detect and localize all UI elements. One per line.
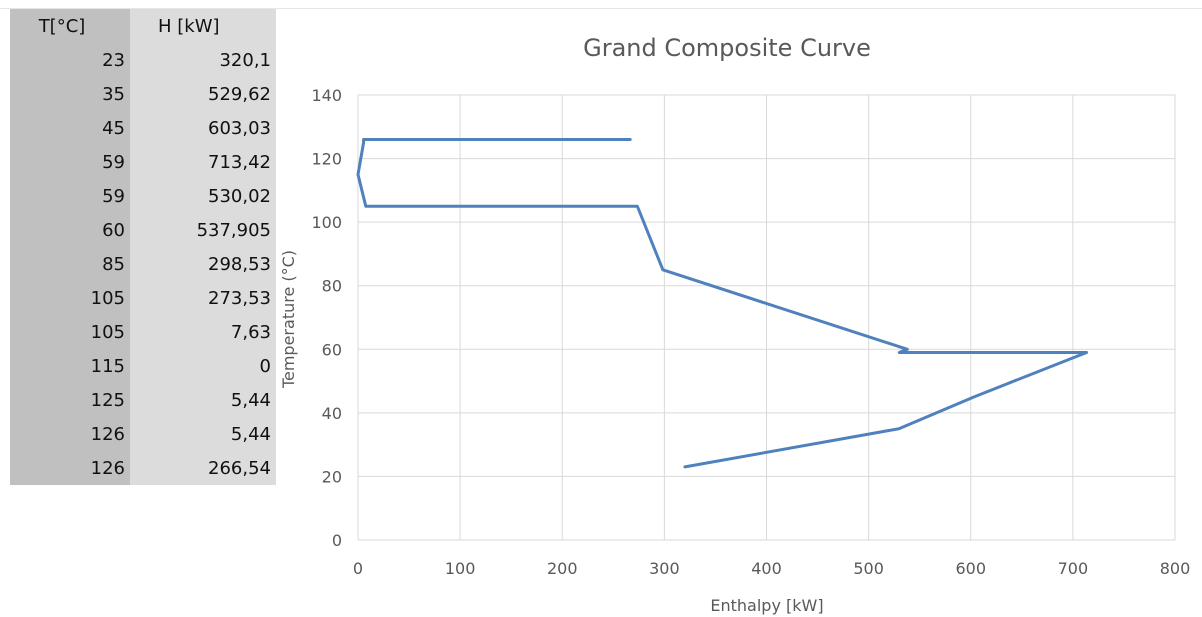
- series-line: [356, 138, 1089, 469]
- cell-temperature: 35: [10, 77, 130, 111]
- x-tick-label: 600: [955, 559, 986, 578]
- top-divider: [0, 8, 1202, 9]
- cell-temperature: 59: [10, 179, 130, 213]
- y-tick-label: 100: [311, 213, 342, 232]
- x-tick-label: 100: [445, 559, 476, 578]
- data-table: T[°C] H [kW] 23 320,1 35 529,62 45 603,03 59 71…: [10, 9, 276, 485]
- cell-enthalpy: 298,53: [130, 247, 276, 281]
- table-row: 105 273,53: [10, 281, 276, 315]
- cell-temperature: 59: [10, 145, 130, 179]
- cell-temperature: 126: [10, 417, 130, 451]
- grid-layer: [357, 94, 1176, 541]
- y-axis-label: Temperature (°C): [279, 250, 298, 389]
- chart-title: Grand Composite Curve: [583, 34, 871, 62]
- table-header-row: T[°C] H [kW]: [10, 9, 276, 43]
- cell-enthalpy: 320,1: [130, 43, 276, 77]
- cell-enthalpy: 603,03: [130, 111, 276, 145]
- cell-temperature: 60: [10, 213, 130, 247]
- x-tick-label: 700: [1058, 559, 1089, 578]
- x-tick-label: 200: [547, 559, 578, 578]
- cell-temperature: 105: [10, 315, 130, 349]
- cell-temperature: 115: [10, 349, 130, 383]
- cell-enthalpy: 537,905: [130, 213, 276, 247]
- table-row: 85 298,53: [10, 247, 276, 281]
- x-tick-label: 300: [649, 559, 680, 578]
- header-temperature: T[°C]: [10, 9, 130, 43]
- y-tick-label: 0: [332, 531, 342, 550]
- cell-temperature: 45: [10, 111, 130, 145]
- y-tick-label: 40: [322, 404, 342, 423]
- table-row: 125 5,44: [10, 383, 276, 417]
- cell-temperature: 126: [10, 451, 130, 485]
- table-row: 23 320,1: [10, 43, 276, 77]
- cell-temperature: 105: [10, 281, 130, 315]
- x-tick-label: 400: [751, 559, 782, 578]
- cell-enthalpy: 529,62: [130, 77, 276, 111]
- cell-enthalpy: 530,02: [130, 179, 276, 213]
- table-body: 23 320,1 35 529,62 45 603,03 59 713,42 59 530,02 6…: [10, 43, 276, 485]
- y-tick-label: 60: [322, 340, 342, 359]
- cell-temperature: 85: [10, 247, 130, 281]
- table-row: 60 537,905: [10, 213, 276, 247]
- table-row: 59 713,42: [10, 145, 276, 179]
- table-row: 115 0: [10, 349, 276, 383]
- table-row: 45 603,03: [10, 111, 276, 145]
- cell-enthalpy: 5,44: [130, 383, 276, 417]
- y-tick-label: 20: [322, 467, 342, 486]
- x-tick-label: 500: [853, 559, 884, 578]
- cell-enthalpy: 273,53: [130, 281, 276, 315]
- cell-enthalpy: 5,44: [130, 417, 276, 451]
- table-row: 35 529,62: [10, 77, 276, 111]
- y-tick-label: 80: [322, 277, 342, 296]
- cell-temperature: 125: [10, 383, 130, 417]
- x-tick-label: 800: [1160, 559, 1191, 578]
- tick-labels: 0 20 40 60 80 100 120 140 0 100 200 300 400 500 600 700…: [311, 86, 1190, 578]
- x-axis-label: Enthalpy [kW]: [710, 596, 823, 615]
- cell-enthalpy: 0: [130, 349, 276, 383]
- table-row: 126 5,44: [10, 417, 276, 451]
- cell-enthalpy: 7,63: [130, 315, 276, 349]
- cell-enthalpy: 266,54: [130, 451, 276, 485]
- y-tick-label: 120: [311, 150, 342, 169]
- cell-enthalpy: 713,42: [130, 145, 276, 179]
- table-row: 59 530,02: [10, 179, 276, 213]
- table-row: 126 266,54: [10, 451, 276, 485]
- y-tick-label: 140: [311, 86, 342, 105]
- header-enthalpy: H [kW]: [130, 9, 276, 43]
- x-tick-label: 0: [353, 559, 363, 578]
- table-row: 105 7,63: [10, 315, 276, 349]
- cell-temperature: 23: [10, 43, 130, 77]
- series-layer: [356, 138, 1089, 469]
